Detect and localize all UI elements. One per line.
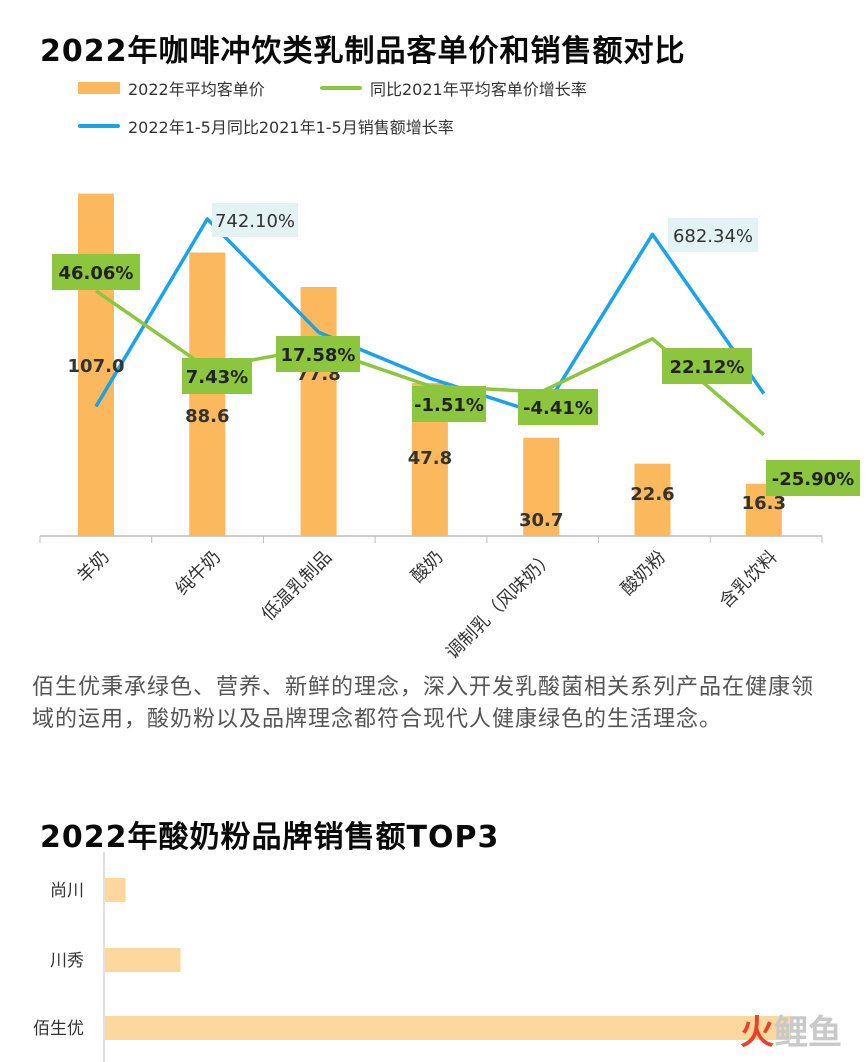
brand-label: 川秀 xyxy=(50,951,84,971)
bar xyxy=(634,463,671,536)
category-label: 调制乳（风味奶） xyxy=(442,547,559,660)
price-growth-label-box xyxy=(182,358,252,394)
bar-value-label: 22.6 xyxy=(630,484,674,505)
legend-item-price-growth: 同比2021年平均客单价增长率 xyxy=(320,76,587,100)
description-paragraph: 佰生优秉承绿色、营养、新鲜的理念，深入开发乳酸菌相关系列产品在健康领域的运用，酸… xyxy=(32,675,815,732)
price-growth-label-box xyxy=(276,336,360,372)
price-growth-label: 46.06% xyxy=(59,263,134,284)
bar-value-label: 47.8 xyxy=(408,448,452,469)
price-growth-label: 7.43% xyxy=(186,367,248,388)
bar-value-label: 88.6 xyxy=(185,406,229,427)
sales-growth-label: 742.10% xyxy=(215,211,295,232)
legend-swatch-green xyxy=(320,86,362,90)
price-growth-label-box xyxy=(518,389,598,425)
bar-value-label: 16.3 xyxy=(742,493,786,514)
top3-title: 2022年酸奶粉品牌销售额TOP3 xyxy=(40,820,500,855)
brand-bar xyxy=(105,1016,791,1040)
price-growth-label-box xyxy=(662,348,752,384)
brand-label: 尚川 xyxy=(50,881,84,901)
sales-growth-line xyxy=(94,217,766,416)
bar xyxy=(78,193,114,536)
brand-bar xyxy=(105,878,126,902)
watermark-part1: 火 xyxy=(740,1013,774,1053)
category-label: 纯牛奶 xyxy=(172,547,225,600)
combo-chart: 107.088.677.847.830.722.6 16.346.06%7.43%… xyxy=(39,193,860,660)
legend-label-avg-price: 2022年平均客单价 xyxy=(128,80,265,99)
sales-growth-label-box xyxy=(212,203,298,237)
category-label: 酸奶 xyxy=(407,547,447,587)
legend-item-sales-growth: 2022年1-5月同比2021年1-5月销售额增长率 xyxy=(78,114,454,138)
price-growth-label-box xyxy=(766,460,860,496)
bar-value-label: 30.7 xyxy=(519,510,563,531)
price-growth-label-box xyxy=(412,386,486,422)
brand-label: 佰生优 xyxy=(33,1019,84,1039)
watermark-logo: 火鲤鱼 xyxy=(740,1005,842,1054)
price-growth-label: 17.58% xyxy=(281,345,356,366)
category-label: 酸奶粉 xyxy=(617,547,670,600)
price-growth-label: -1.51% xyxy=(414,395,484,416)
bar xyxy=(523,437,560,536)
bar xyxy=(189,252,226,537)
chart-title: 2022年咖啡冲饮类乳制品客单价和销售额对比 xyxy=(40,34,686,69)
watermark-part2: 鲤鱼 xyxy=(774,1013,842,1053)
legend-label-price-growth: 同比2021年平均客单价增长率 xyxy=(370,80,587,99)
legend-swatch-blue xyxy=(78,124,120,128)
sales-growth-label: 682.34% xyxy=(673,226,753,247)
category-label: 含乳饮料 xyxy=(716,547,782,613)
sales-growth-label-box xyxy=(668,218,758,252)
legend-item-avg-price: 2022年平均客单价 xyxy=(78,76,265,100)
bar-value-label: 107.0 xyxy=(68,356,125,377)
bar xyxy=(300,287,337,536)
price-growth-label: 22.12% xyxy=(670,357,745,378)
price-growth-label: -4.41% xyxy=(523,398,593,419)
category-label: 低温乳制品 xyxy=(258,547,336,625)
brand-bar xyxy=(105,948,181,972)
price-growth-label: -25.90% xyxy=(772,469,854,490)
price-growth-label-box xyxy=(52,254,140,290)
legend-swatch-bar xyxy=(78,82,120,94)
category-label: 羊奶 xyxy=(73,547,113,587)
legend-label-sales-growth: 2022年1-5月同比2021年1-5月销售额增长率 xyxy=(128,118,454,137)
